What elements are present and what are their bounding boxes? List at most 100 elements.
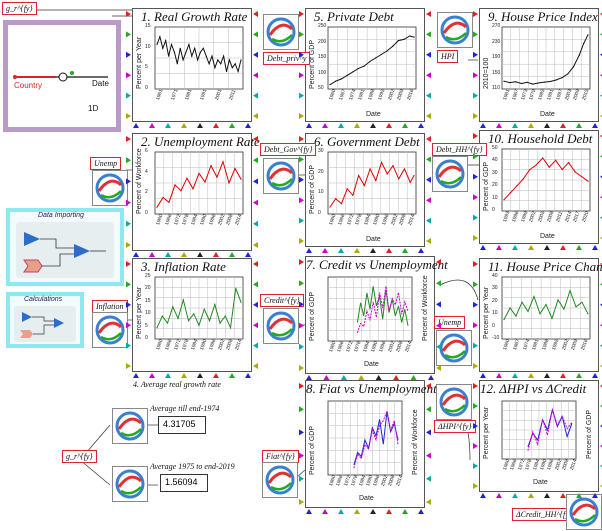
chart-title: 7. Credit vs Unemployment bbox=[306, 257, 448, 272]
data-point bbox=[369, 60, 371, 63]
average-after-1975-godley-icon[interactable] bbox=[112, 466, 148, 502]
private-debt-variable-tag[interactable]: Debt_priv^y bbox=[263, 52, 311, 65]
delta-credit-variable-tag[interactable]: ΔCredit_HH^{fy} bbox=[512, 508, 576, 521]
private-debt-godley-icon[interactable] bbox=[263, 14, 299, 50]
chart-plot-area bbox=[501, 276, 591, 340]
data-point bbox=[224, 315, 226, 317]
unemployment-godley-icon-2[interactable] bbox=[436, 330, 472, 366]
average-after-1975-value[interactable]: 1.56094 bbox=[160, 474, 208, 492]
government-debt-panel[interactable]: 6. Government Debt 30 20 10 0 1960 1966 1972 197… bbox=[305, 133, 425, 247]
data-point bbox=[548, 166, 550, 168]
swirl-icon bbox=[439, 387, 469, 417]
y-tick-label: 0 bbox=[145, 335, 148, 341]
unemployment-godley-icon[interactable] bbox=[92, 170, 128, 206]
bottom-port-marker bbox=[402, 123, 408, 128]
data-point bbox=[192, 188, 194, 190]
unemployment-rate-panel[interactable]: 2. Unemployment Rate 6 4 2 0 1960 1966 1972 1978… bbox=[132, 133, 260, 251]
output-port-marker bbox=[436, 343, 441, 350]
data-point bbox=[533, 295, 535, 297]
chart-title: 12. ΔHPI vs ΔCredit bbox=[480, 381, 587, 396]
y-tick-label: 15 bbox=[145, 23, 151, 29]
house-price-change-panel[interactable]: 11. House Price Change403020100-10196019… bbox=[479, 258, 602, 372]
input-port-marker bbox=[473, 214, 478, 221]
inflation-rate-panel[interactable]: 3. Inflation Rate 25 20 15 10 5 0 1960 1966 1972 1… bbox=[132, 258, 252, 372]
bottom-port-marker bbox=[560, 123, 566, 128]
delta-hpi-variable-tag[interactable]: ΔHPI^{fy} bbox=[434, 420, 476, 433]
country-selector-panel[interactable]: Country Date 1D bbox=[3, 20, 121, 132]
bottom-port-marker bbox=[560, 373, 566, 378]
bottom-port-marker bbox=[165, 123, 171, 128]
bottom-port-marker bbox=[213, 123, 219, 128]
data-point bbox=[199, 51, 202, 53]
bottom-port-marker bbox=[181, 252, 187, 257]
data-point bbox=[532, 83, 534, 85]
data-importing-group[interactable]: Data Importing bbox=[6, 208, 124, 286]
calculations-group[interactable]: Calculations bbox=[6, 292, 84, 348]
average-till-1974-godley-icon[interactable] bbox=[112, 408, 148, 444]
series-b-line bbox=[356, 286, 409, 333]
real-growth-rate-panel[interactable]: 1. Real Growth Rate 15 10 5 0 1961 1971 1981 199… bbox=[132, 8, 252, 122]
credit-variable-tag[interactable]: Credit^{fy} bbox=[260, 294, 304, 307]
swirl-icon bbox=[115, 469, 145, 499]
data-point bbox=[555, 159, 557, 161]
y-tick-label: 15 bbox=[145, 297, 151, 304]
fiat-godley-icon[interactable] bbox=[262, 462, 298, 498]
growth-rate-variable-tag[interactable]: g_r^{fy} bbox=[2, 2, 37, 15]
credit-vs-unemployment-panel[interactable]: 7. Credit vs Unemployment 1960 1966 1972 197… bbox=[305, 256, 448, 374]
data-point bbox=[335, 80, 337, 82]
average-after-1975-label: Average 1975 to end-2019 bbox=[150, 462, 235, 471]
delta-hpi-vs-delta-credit-panel[interactable]: 12. ΔHPI vs ΔCredit 1960 1966 1972 1978 1984 1… bbox=[479, 380, 599, 492]
average-till-1974-value[interactable]: 4.31705 bbox=[158, 416, 206, 434]
output-port-marker bbox=[426, 11, 431, 17]
output-port-marker bbox=[436, 322, 441, 329]
household-debt-panel[interactable]: 10. Household Debt 50 40 30 20 10 0 1993 1996 199… bbox=[479, 130, 599, 244]
hpi-variable-tag[interactable]: HPI bbox=[437, 50, 459, 63]
hpi-godley-icon[interactable] bbox=[437, 12, 473, 48]
input-port-marker bbox=[126, 157, 131, 164]
y-tick-label: 0 bbox=[145, 210, 148, 216]
data-point bbox=[409, 181, 411, 183]
household-debt-godley-icon[interactable] bbox=[432, 156, 468, 192]
unemployment-variable-tag-2[interactable]: Unemp bbox=[434, 316, 466, 329]
data-point bbox=[191, 55, 193, 57]
bottom-port-marker bbox=[354, 123, 360, 128]
bottom-port-marker bbox=[181, 373, 187, 378]
input-port-marker bbox=[299, 365, 304, 371]
input-port-marker bbox=[299, 176, 304, 183]
input-port-marker bbox=[126, 220, 131, 227]
chart-plot-area bbox=[154, 26, 244, 90]
data-point bbox=[210, 165, 212, 167]
house-price-index-panel[interactable]: 9. House Price Index 270 230 190 150 110 1961 1… bbox=[479, 8, 599, 122]
fiat-vs-unemployment-panel[interactable]: 8. Fiat vs Unemployment 1960 1966 1972 1978 1… bbox=[305, 380, 437, 508]
growth-rate-input-tag[interactable]: g_r^{fy} bbox=[62, 450, 97, 463]
bottom-port-marker bbox=[322, 509, 328, 514]
output-port-marker bbox=[426, 92, 431, 99]
credit-godley-icon[interactable] bbox=[263, 308, 299, 344]
bottom-port-marker bbox=[213, 252, 219, 257]
delta-credit-godley-icon[interactable] bbox=[566, 494, 602, 530]
calculations-contents bbox=[14, 306, 76, 342]
data-point bbox=[222, 161, 224, 163]
y-tick-label: 50 bbox=[492, 145, 498, 151]
government-debt-godley-icon[interactable] bbox=[263, 158, 299, 194]
input-port-marker bbox=[299, 11, 304, 17]
unemployment-variable-tag[interactable]: Unemp bbox=[90, 157, 122, 170]
country-label: Country bbox=[14, 81, 43, 90]
input-port-marker bbox=[126, 72, 131, 79]
government-debt-variable-tag[interactable]: Debt_Gov^{fy} bbox=[260, 143, 317, 156]
private-debt-panel[interactable]: 5. Private Debt 250 200 150 100 50 1960 1967 197… bbox=[305, 8, 425, 122]
delta-hpi-godley-icon[interactable] bbox=[436, 384, 472, 420]
household-debt-variable-tag[interactable]: Debt_HH^{fy} bbox=[432, 143, 487, 156]
y-tick-label: 5 bbox=[145, 64, 148, 71]
y-tick-label: 2 bbox=[145, 189, 148, 196]
port-markers bbox=[473, 6, 602, 128]
data-point bbox=[159, 36, 161, 38]
data-point bbox=[162, 47, 164, 49]
bottom-port-marker bbox=[245, 252, 251, 257]
data-point bbox=[229, 327, 232, 329]
chart-plot-area bbox=[327, 151, 417, 215]
output-port-marker bbox=[426, 72, 431, 79]
y-tick-label: -10 bbox=[492, 335, 500, 341]
inflation-godley-icon[interactable] bbox=[92, 312, 128, 348]
output-port-marker bbox=[436, 280, 441, 287]
